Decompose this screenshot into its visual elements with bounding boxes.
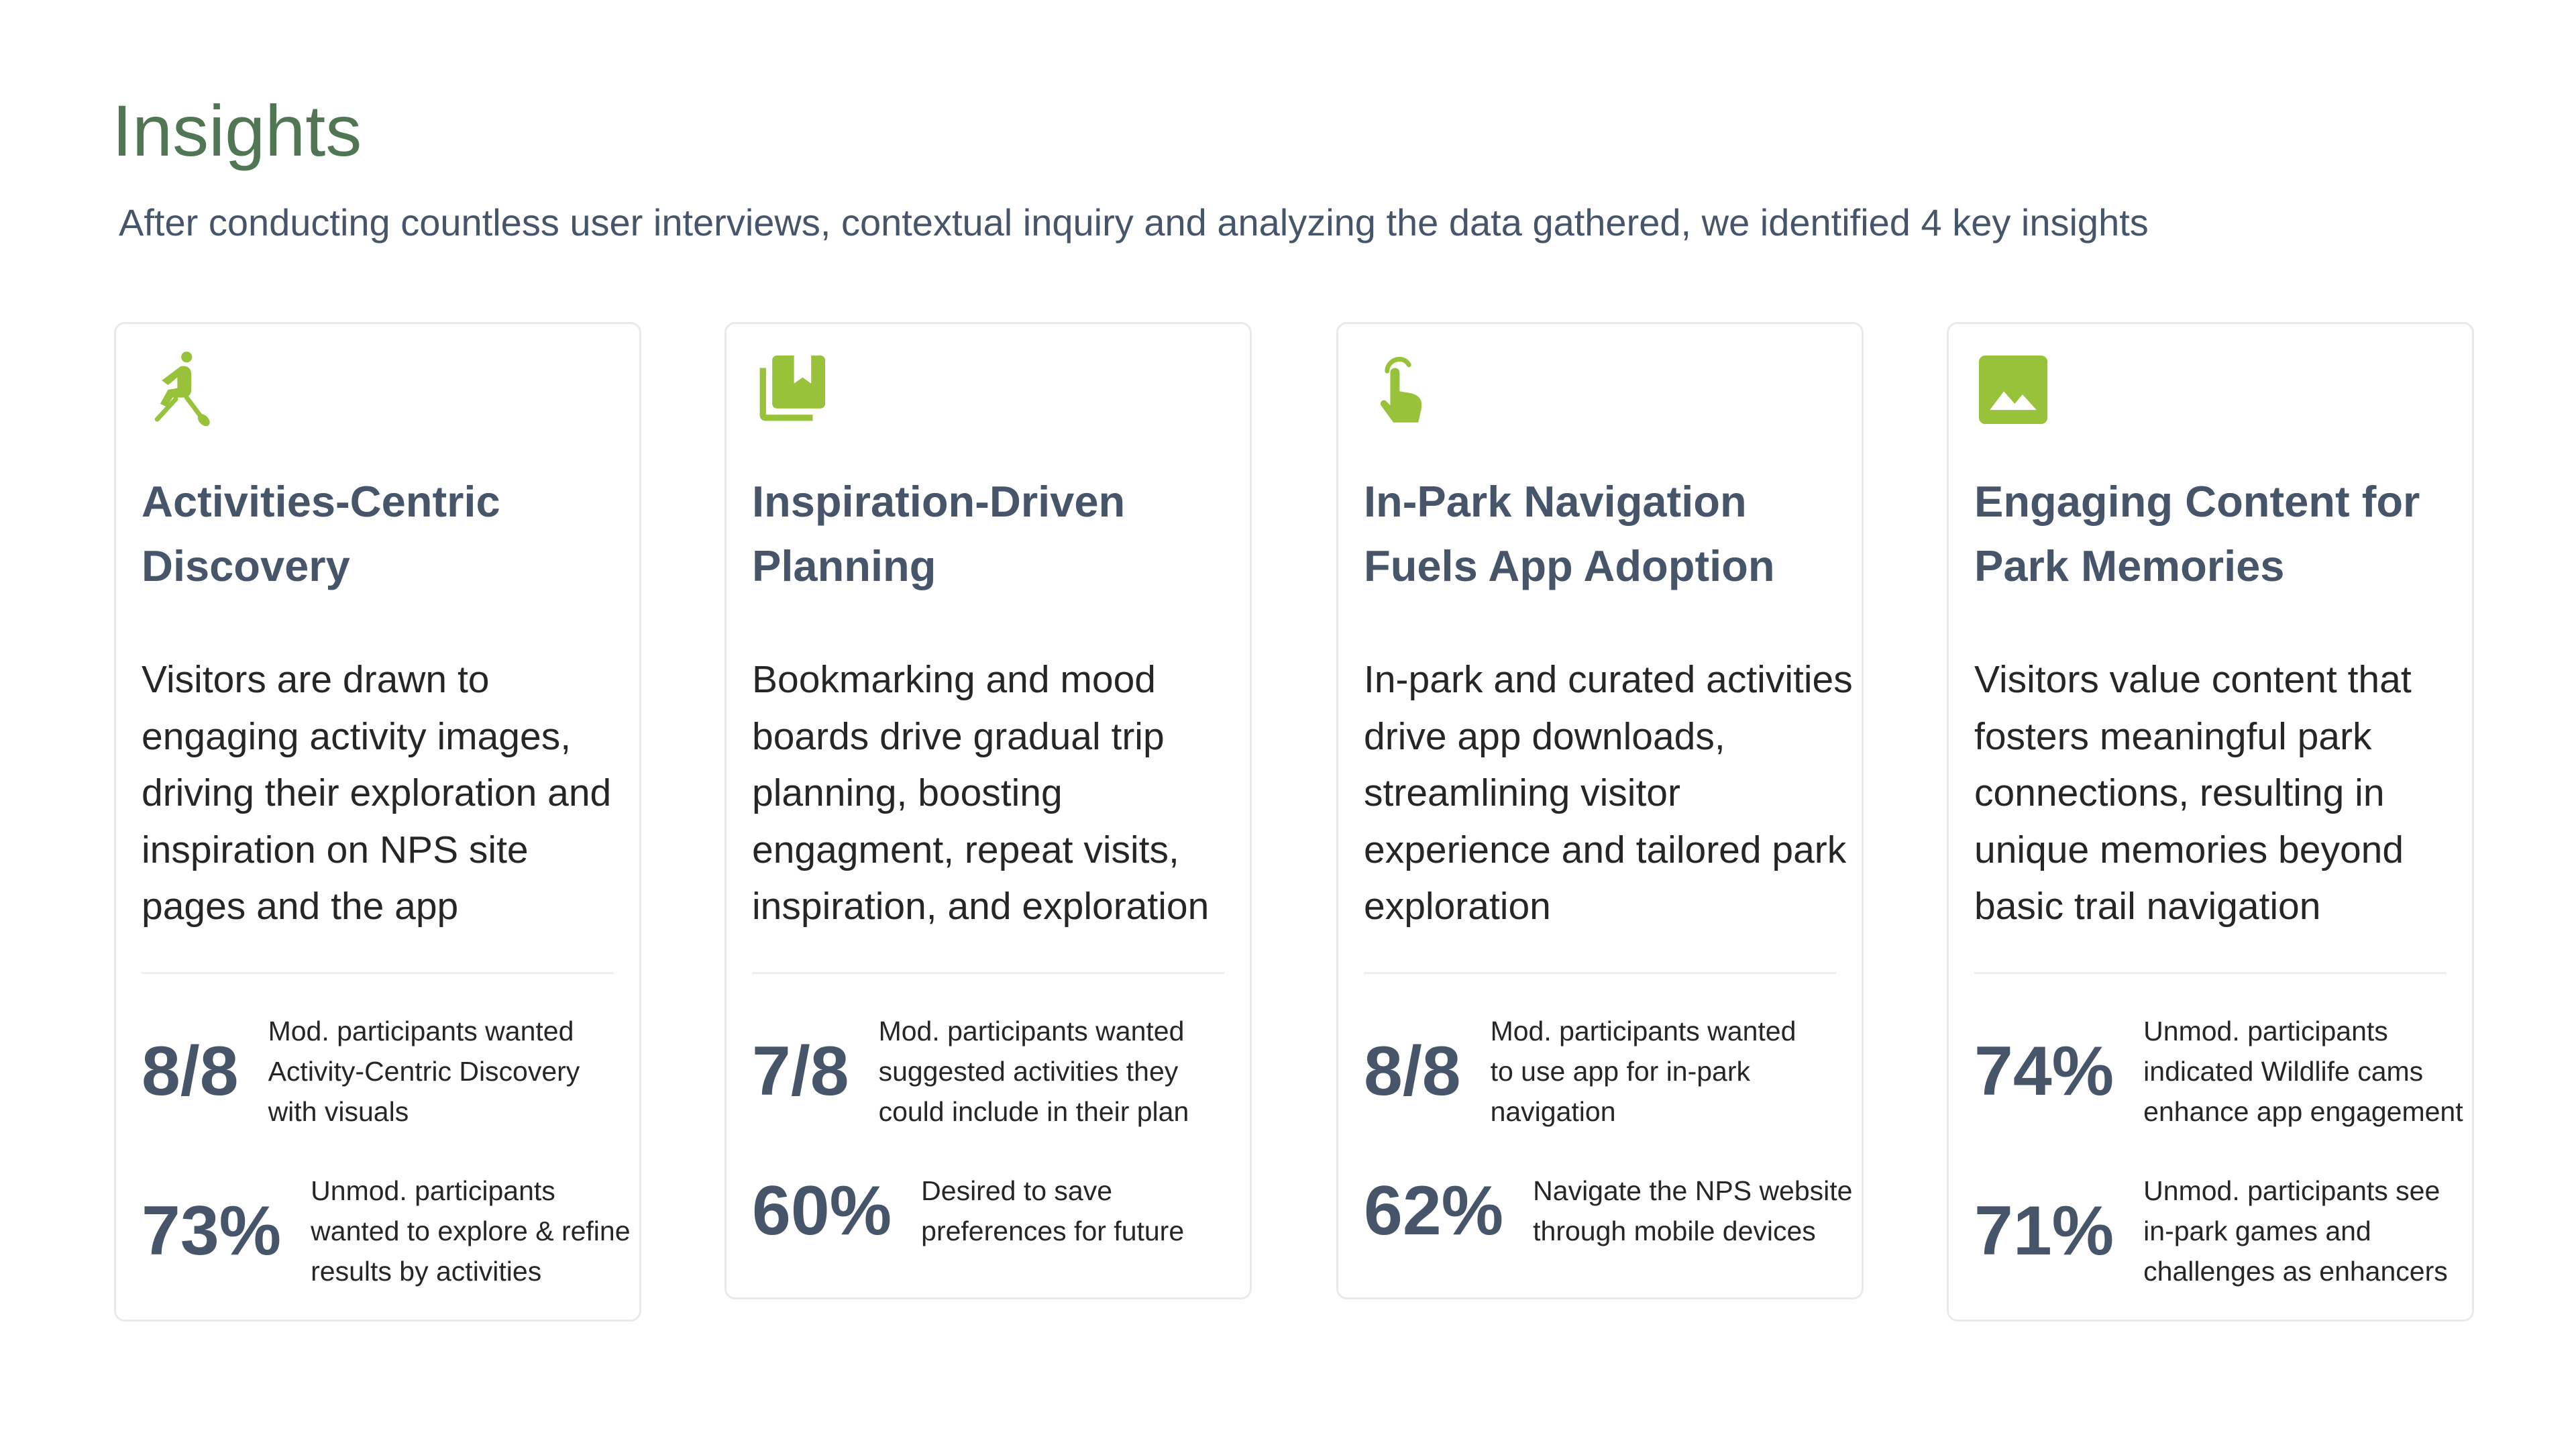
stat-row: 7/8 Mod. participants wanted suggested a… <box>752 1011 1214 1132</box>
stat-value: 74% <box>1974 1032 2114 1110</box>
card-description: Visitors value content that fosters mean… <box>1974 658 2412 928</box>
insight-card-navigation: In-Park Navigation Fuels App Adoption In… <box>1336 322 1864 1299</box>
stat-value: 62% <box>1364 1172 1504 1250</box>
stat-label: Unmod. participants indicated Wildlife c… <box>2143 1016 2463 1127</box>
stat-label: Unmod. participants wanted to explore & … <box>311 1175 631 1287</box>
stat-value: 8/8 <box>1364 1032 1461 1110</box>
touch-icon <box>1364 351 1442 429</box>
stat-label: Mod. participants wanted to use app for … <box>1490 1016 1796 1127</box>
card-divider <box>1974 972 2447 974</box>
stat-value: 60% <box>752 1172 892 1250</box>
insight-card-memories: Engaging Content for Park Memories Visit… <box>1947 322 2474 1322</box>
card-title: Engaging Content for Park Memories <box>1974 477 2420 590</box>
stat-value: 73% <box>142 1192 282 1270</box>
stat-row: 8/8 Mod. participants wanted Activity-Ce… <box>142 1011 590 1132</box>
stat-label: Mod. participants wanted Activity-Centri… <box>268 1016 580 1127</box>
stat-row: 8/8 Mod. participants wanted to use app … <box>1364 1011 1813 1132</box>
bookmarks-icon <box>752 351 830 429</box>
stat-row: 73% Unmod. participants wanted to explor… <box>142 1171 633 1291</box>
image-icon <box>1974 351 2052 429</box>
stat-value: 71% <box>1974 1192 2114 1270</box>
insight-card-activities: Activities-Centric Discovery Visitors ar… <box>114 322 641 1322</box>
stat-row: 74% Unmod. participants indicated Wildli… <box>1974 1011 2472 1132</box>
card-divider <box>142 972 614 974</box>
insight-card-planning: Inspiration-Driven Planning Bookmarking … <box>724 322 1252 1299</box>
card-description: Bookmarking and mood boards drive gradua… <box>752 658 1210 928</box>
page-subtitle: After conducting countless user intervie… <box>119 201 2149 244</box>
card-title: Inspiration-Driven Planning <box>752 477 1126 590</box>
card-description: Visitors are drawn to engaging activity … <box>142 658 612 928</box>
card-description: In-park and curated activities drive app… <box>1364 658 1853 928</box>
stat-row: 71% Unmod. participants see in-park game… <box>1974 1171 2472 1291</box>
stat-label: Unmod. participants see in-park games an… <box>2143 1175 2448 1287</box>
kayaking-icon <box>142 351 219 429</box>
card-title: Activities-Centric Discovery <box>142 477 500 590</box>
stat-row: 60% Desired to save preferences for futu… <box>752 1171 1210 1251</box>
stat-row: 62% Navigate the NPS website through mob… <box>1364 1171 1868 1251</box>
card-divider <box>1364 972 1836 974</box>
stat-label: Navigate the NPS website through mobile … <box>1533 1175 1853 1246</box>
stat-value: 8/8 <box>142 1032 239 1110</box>
card-divider <box>752 972 1224 974</box>
stat-label: Mod. participants wanted suggested activ… <box>878 1016 1189 1127</box>
stat-label: Desired to save preferences for future <box>921 1175 1185 1246</box>
page-title: Insights <box>112 90 362 171</box>
stat-value: 7/8 <box>752 1032 849 1110</box>
card-title: In-Park Navigation Fuels App Adoption <box>1364 477 1775 590</box>
